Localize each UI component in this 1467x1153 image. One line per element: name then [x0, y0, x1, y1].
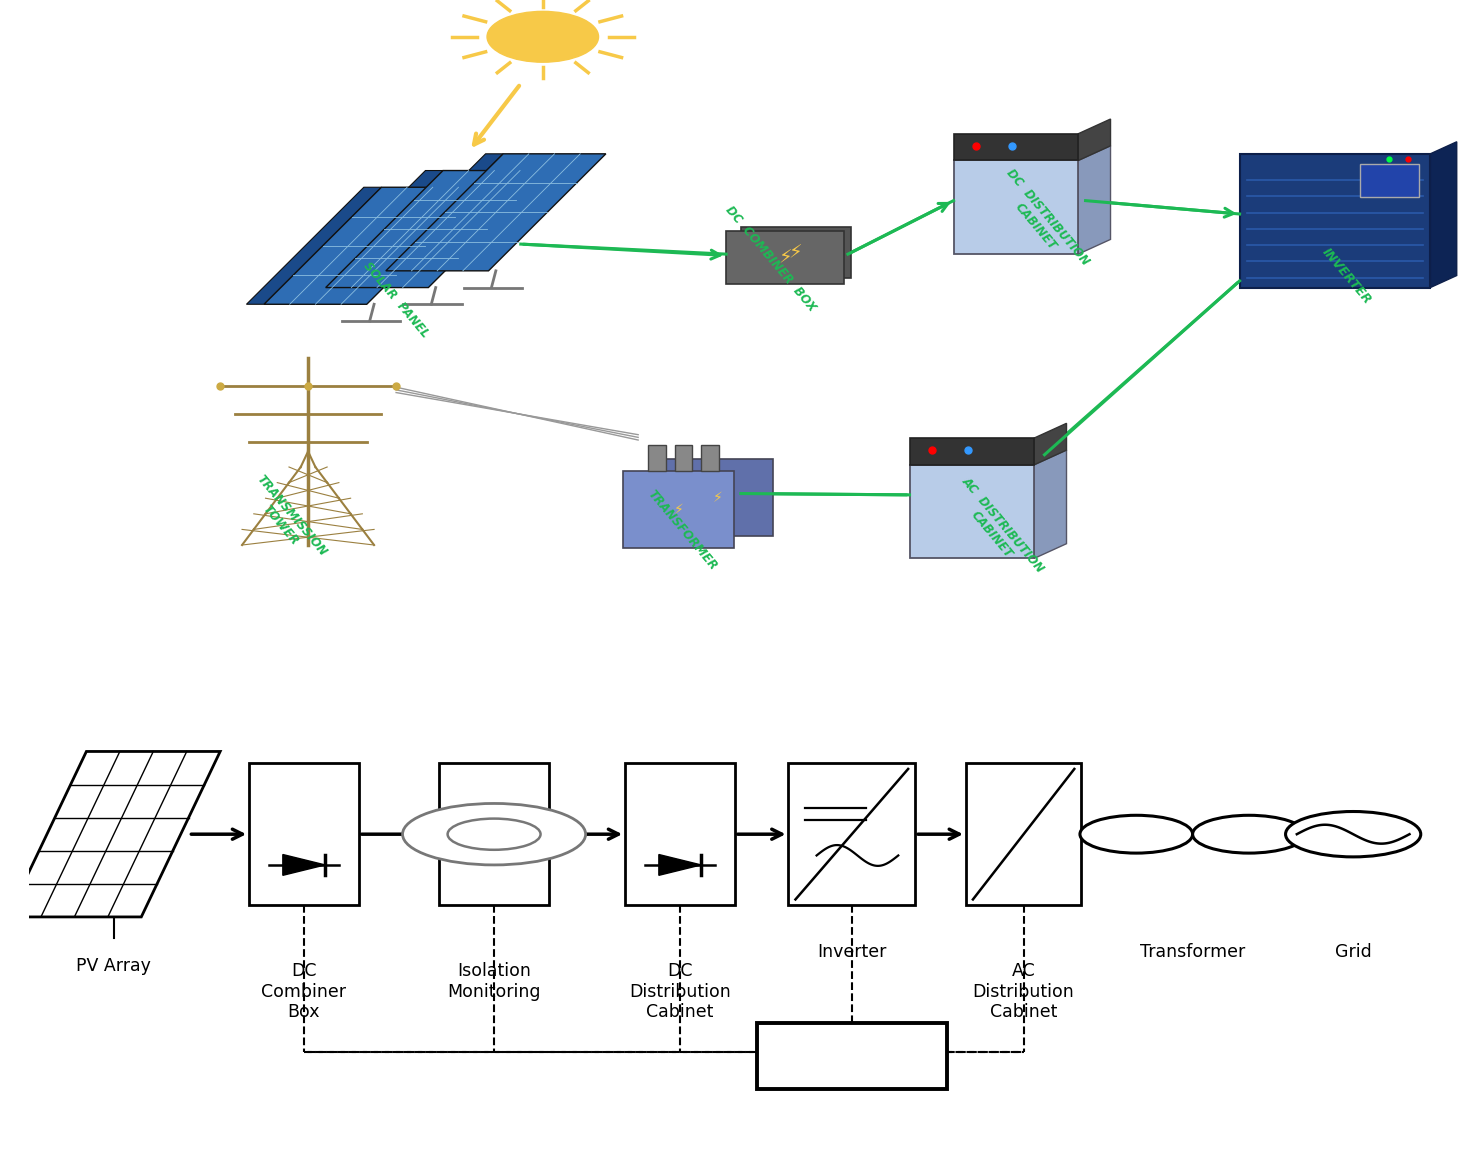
Polygon shape [264, 187, 484, 304]
Polygon shape [910, 438, 1034, 465]
FancyBboxPatch shape [249, 763, 359, 905]
Text: AC  DISTRIBUTION
CABINET: AC DISTRIBUTION CABINET [948, 475, 1047, 585]
Polygon shape [1034, 450, 1067, 558]
Text: ⚡: ⚡ [788, 243, 802, 262]
FancyBboxPatch shape [701, 445, 719, 472]
Text: ⚡: ⚡ [673, 503, 684, 517]
Text: Isolation
Monitoring: Isolation Monitoring [447, 962, 541, 1001]
Text: Transformer: Transformer [1140, 943, 1245, 960]
Circle shape [447, 819, 540, 850]
Polygon shape [1240, 153, 1430, 287]
FancyBboxPatch shape [675, 445, 692, 472]
Text: DC  DISTRIBUTION
CABINET: DC DISTRIBUTION CABINET [992, 166, 1091, 277]
Text: TRANSFORMER: TRANSFORMER [645, 488, 719, 573]
Polygon shape [623, 472, 734, 549]
Polygon shape [308, 171, 443, 287]
Polygon shape [1034, 423, 1067, 465]
Polygon shape [659, 854, 701, 875]
Text: Inverter: Inverter [817, 943, 886, 960]
Polygon shape [726, 231, 844, 285]
Text: SOLAR  PANEL: SOLAR PANEL [361, 261, 431, 341]
Polygon shape [1430, 142, 1457, 287]
Circle shape [487, 12, 599, 62]
Text: Grid: Grid [1335, 943, 1372, 960]
Text: DC: DC [833, 777, 857, 792]
Text: INVERTER: INVERTER [1319, 246, 1375, 308]
Text: ⚡: ⚡ [778, 248, 792, 267]
FancyBboxPatch shape [965, 763, 1081, 905]
Text: AC: AC [998, 862, 1021, 877]
Text: AC
Distribution
Cabinet: AC Distribution Cabinet [973, 962, 1074, 1022]
Text: PV Array: PV Array [76, 957, 151, 975]
Text: ⚡: ⚡ [713, 491, 723, 505]
FancyBboxPatch shape [1360, 164, 1419, 197]
Polygon shape [954, 160, 1078, 254]
FancyBboxPatch shape [648, 445, 666, 472]
Polygon shape [7, 752, 220, 917]
Text: DC: DC [286, 798, 321, 819]
Text: DC
Combiner
Box: DC Combiner Box [261, 962, 346, 1022]
Polygon shape [741, 227, 851, 278]
Polygon shape [954, 134, 1078, 160]
Text: DC
Distribution
Cabinet: DC Distribution Cabinet [629, 962, 731, 1022]
FancyBboxPatch shape [439, 763, 549, 905]
Polygon shape [910, 465, 1034, 558]
Polygon shape [1078, 145, 1111, 254]
Polygon shape [368, 153, 503, 271]
FancyBboxPatch shape [788, 763, 915, 905]
Circle shape [1285, 812, 1420, 857]
FancyBboxPatch shape [625, 763, 735, 905]
FancyBboxPatch shape [757, 1024, 946, 1090]
Polygon shape [326, 171, 546, 287]
Circle shape [1080, 815, 1193, 853]
Text: AC: AC [854, 877, 877, 892]
Text: TRANSMISSION
TOWER: TRANSMISSION TOWER [242, 473, 330, 568]
Polygon shape [246, 187, 381, 304]
Polygon shape [663, 459, 773, 536]
Text: Monitoring
System: Monitoring System [797, 1037, 907, 1076]
Circle shape [1193, 815, 1306, 853]
Polygon shape [283, 854, 326, 875]
Circle shape [402, 804, 585, 865]
Text: DC: DC [663, 798, 697, 819]
Polygon shape [386, 153, 606, 271]
Text: AC: AC [998, 791, 1021, 806]
Polygon shape [1078, 119, 1111, 160]
Text: DC  COMBINER  BOX: DC COMBINER BOX [722, 204, 819, 314]
